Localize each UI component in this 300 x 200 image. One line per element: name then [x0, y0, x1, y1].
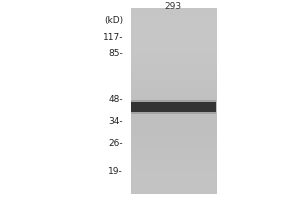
Text: 85-: 85-: [108, 48, 123, 58]
Text: 26-: 26-: [108, 140, 123, 148]
Text: 19-: 19-: [108, 166, 123, 176]
Text: 34-: 34-: [108, 116, 123, 126]
Text: 48-: 48-: [108, 95, 123, 104]
Text: 117-: 117-: [103, 32, 123, 42]
Text: (kD): (kD): [104, 16, 123, 24]
Bar: [130, 102, 216, 112]
Text: 293: 293: [164, 2, 181, 11]
Bar: [130, 100, 216, 114]
